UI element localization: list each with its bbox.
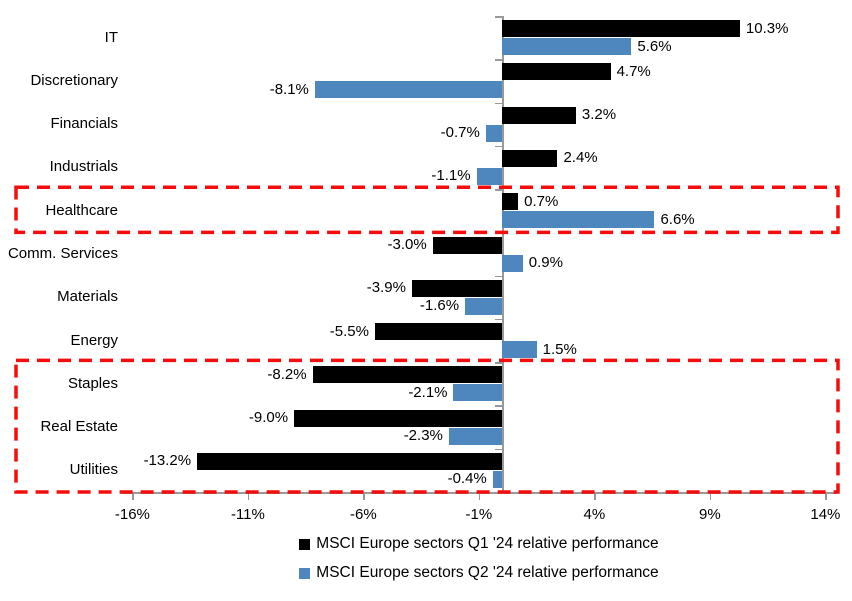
- x-axis-tick: [132, 492, 134, 500]
- bar-industrials-q1: [502, 149, 558, 167]
- category-label-materials: Materials: [57, 288, 118, 306]
- y-axis-tick: [495, 275, 502, 278]
- value-label-utilities-q2: -0.4%: [447, 470, 487, 488]
- value-label-financials-q1: 3.2%: [581, 106, 617, 124]
- y-axis-tick: [495, 448, 502, 451]
- legend-swatch-q2-icon: [299, 567, 311, 579]
- bar-energy-q2: [502, 341, 537, 359]
- value-label-comm-services-q1: -3.0%: [387, 236, 427, 253]
- bar-materials-q2: [465, 297, 502, 315]
- bar-it-q1: [502, 20, 740, 38]
- category-label-financials: Financials: [50, 115, 118, 133]
- value-label-healthcare-q2: 6.6%: [660, 210, 695, 228]
- category-label-utilities: Utilities: [69, 461, 118, 479]
- category-label-real-estate: Real Estate: [40, 418, 118, 436]
- bar-discretionary-q1: [502, 63, 611, 81]
- value-label-real-estate-q1: -9.0%: [248, 409, 289, 427]
- bar-healthcare-q1: [502, 193, 519, 211]
- value-label-industrials-q2: -1.1%: [431, 167, 471, 185]
- y-axis-tick: [495, 102, 502, 105]
- x-axis-tick: [478, 492, 481, 500]
- bar-it-q2: [502, 38, 632, 56]
- value-label-staples-q2: -2.1%: [408, 383, 448, 401]
- value-label-it-q2: 5.6%: [637, 37, 672, 55]
- legend-label-q2: MSCI Europe sectors Q2 '24 relative perf…: [316, 564, 659, 581]
- y-axis-tick: [495, 318, 502, 321]
- bar-staples-q1: [312, 366, 502, 384]
- x-axis-tick: [247, 492, 250, 500]
- y-axis-tick: [495, 145, 502, 148]
- legend-label-q1: MSCI Europe sectors Q1 '24 relative perf…: [316, 535, 659, 552]
- category-label-healthcare: Healthcare: [45, 201, 118, 219]
- x-axis-tick-label: -6%: [350, 506, 377, 523]
- x-axis-tick: [825, 492, 827, 500]
- x-axis-tick: [594, 492, 596, 500]
- legend-item-q2: MSCI Europe sectors Q2 '24 relative perf…: [299, 562, 659, 584]
- value-label-energy-q1: -5.5%: [329, 322, 369, 340]
- bar-healthcare-q2: [502, 211, 655, 229]
- value-label-discretionary-q1: 4.7%: [616, 62, 651, 80]
- value-label-materials-q2: -1.6%: [419, 297, 460, 315]
- bar-comm-services-q1: [432, 236, 502, 254]
- value-label-energy-q2: 1.5%: [542, 340, 577, 358]
- value-label-staples-q1: -8.2%: [267, 365, 307, 383]
- category-label-comm-services: Comm. Services: [7, 245, 118, 262]
- bar-real-estate-q1: [294, 409, 502, 427]
- value-label-materials-q1: -3.9%: [366, 279, 406, 297]
- category-label-industrials: Industrials: [49, 158, 118, 176]
- value-label-industrials-q1: 2.4%: [563, 149, 598, 167]
- bar-utilities-q2: [492, 470, 502, 488]
- y-axis-tick: [495, 16, 502, 18]
- y-axis-tick: [495, 405, 502, 407]
- x-axis-tick-label: 9%: [699, 506, 721, 523]
- bar-utilities-q1: [197, 452, 502, 470]
- bar-industrials-q2: [476, 167, 502, 185]
- value-label-healthcare-q1: 0.7%: [524, 192, 559, 210]
- bar-staples-q2: [453, 384, 502, 402]
- y-axis-tick: [495, 362, 502, 364]
- category-label-staples: Staples: [67, 374, 118, 392]
- value-label-financials-q2: -0.7%: [440, 124, 480, 142]
- y-axis-tick: [495, 492, 502, 494]
- legend-swatch-q1-icon: [299, 538, 311, 550]
- y-axis-tick: [495, 232, 502, 234]
- x-axis-tick-label: -16%: [114, 506, 150, 523]
- value-label-it-q1: 10.3%: [745, 19, 789, 37]
- bar-real-estate-q2: [448, 427, 502, 445]
- bar-discretionary-q2: [314, 81, 502, 99]
- bar-comm-services-q2: [502, 254, 523, 272]
- bar-materials-q1: [411, 279, 502, 297]
- x-axis-tick-label: -11%: [230, 506, 265, 523]
- value-label-real-estate-q2: -2.3%: [403, 427, 443, 445]
- x-axis-tick: [709, 492, 712, 500]
- x-axis-tick-label: 14%: [810, 506, 841, 523]
- category-label-energy: Energy: [70, 331, 118, 349]
- bar-financials-q1: [502, 106, 576, 124]
- value-label-discretionary-q2: -8.1%: [269, 80, 309, 98]
- category-label-discretionary: Discretionary: [30, 71, 118, 89]
- y-axis-tick: [495, 59, 502, 61]
- x-axis-tick-label: -1%: [465, 506, 493, 523]
- category-label-it: IT: [104, 28, 118, 46]
- bar-financials-q2: [485, 124, 502, 142]
- bar-energy-q1: [374, 323, 502, 341]
- y-axis-line: [502, 16, 504, 492]
- x-axis-tick: [363, 492, 365, 500]
- legend: MSCI Europe sectors Q1 '24 relative perf…: [121, 533, 837, 584]
- legend-item-q1: MSCI Europe sectors Q1 '24 relative perf…: [299, 533, 659, 555]
- y-axis-tick: [495, 189, 502, 191]
- value-label-comm-services-q2: 0.9%: [528, 254, 563, 271]
- value-label-utilities-q1: -13.2%: [143, 452, 192, 470]
- x-axis-tick-label: 4%: [583, 506, 606, 523]
